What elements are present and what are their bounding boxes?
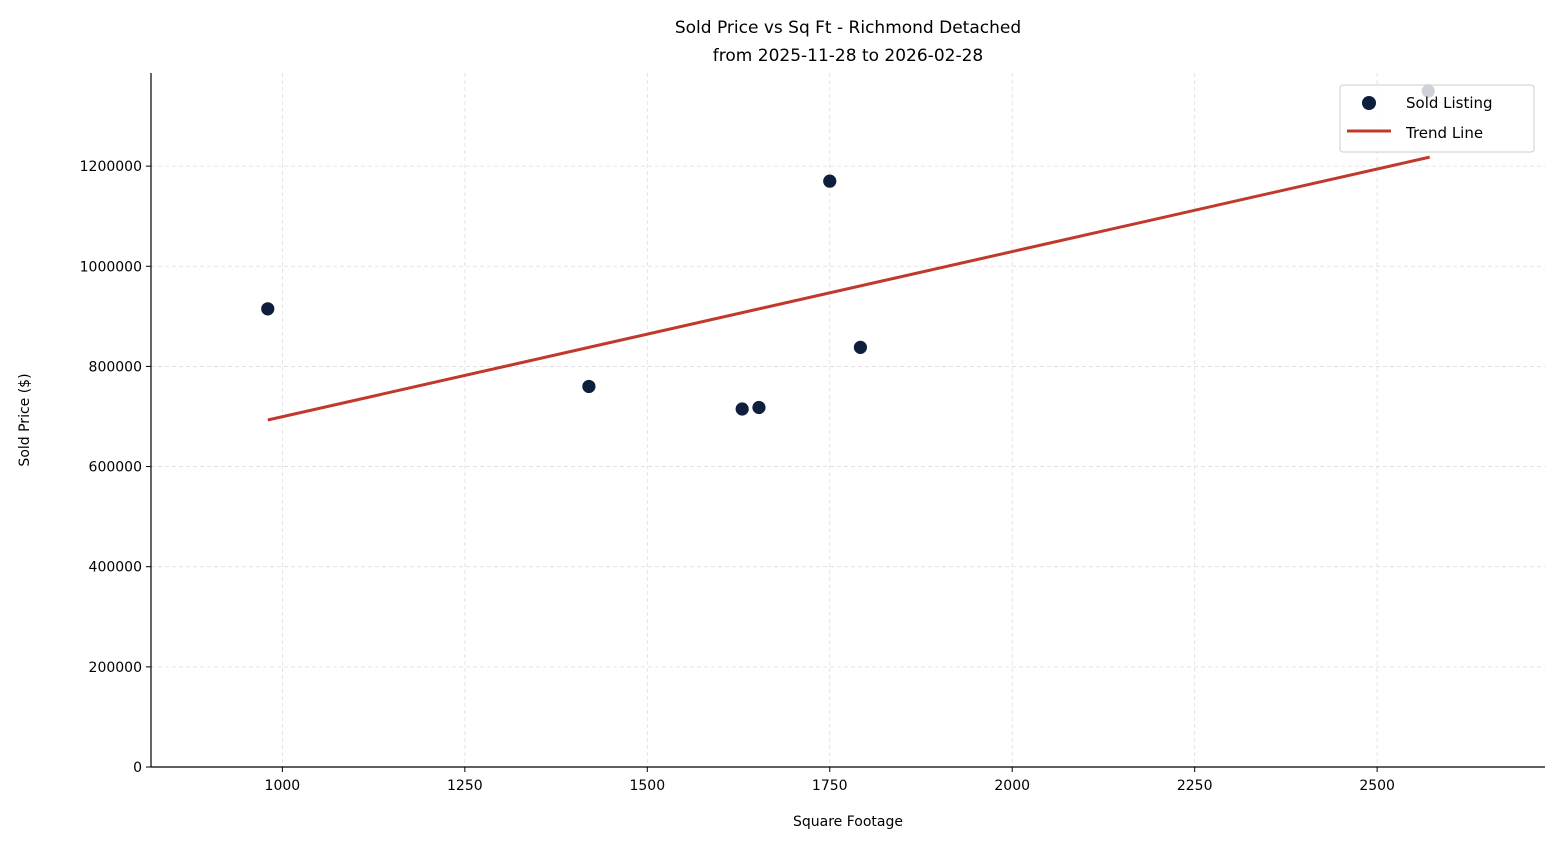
x-tick-label: 2500 bbox=[1359, 778, 1395, 794]
data-point bbox=[581, 379, 597, 394]
x-tick-label: 1750 bbox=[812, 778, 848, 794]
trend-line bbox=[267, 155, 1431, 422]
y-tick-label: 400000 bbox=[89, 560, 142, 576]
y-tick-label: 600000 bbox=[89, 460, 142, 476]
y-tick-label: 1200000 bbox=[80, 159, 142, 175]
y-tick-label: 1000000 bbox=[80, 259, 142, 275]
chart-title: Sold Price vs Sq Ft - Richmond Detached bbox=[675, 18, 1021, 38]
y-axis-label: Sold Price ($) bbox=[17, 373, 33, 466]
legend-label: Sold Listing bbox=[1406, 94, 1493, 112]
x-tick-label: 1000 bbox=[265, 778, 301, 794]
data-point bbox=[751, 400, 767, 415]
x-tick-label: 2250 bbox=[1177, 778, 1213, 794]
y-tick-label: 200000 bbox=[89, 660, 142, 676]
legend-label: Trend Line bbox=[1405, 124, 1483, 142]
chart-subtitle: from 2025-11-28 to 2026-02-28 bbox=[713, 46, 983, 66]
x-axis-label: Square Footage bbox=[793, 814, 903, 830]
data-point bbox=[260, 301, 276, 317]
x-tick-label: 1250 bbox=[447, 778, 483, 794]
data-point bbox=[853, 339, 868, 355]
legend-marker-scatter bbox=[1362, 96, 1376, 110]
legend-box bbox=[1339, 84, 1535, 153]
y-tick-label: 0 bbox=[133, 760, 142, 776]
x-tick-label: 2000 bbox=[994, 778, 1030, 794]
data-point bbox=[734, 401, 750, 417]
data-point bbox=[822, 173, 838, 189]
y-tick-label: 800000 bbox=[89, 359, 142, 375]
x-tick-label: 1500 bbox=[629, 778, 665, 794]
